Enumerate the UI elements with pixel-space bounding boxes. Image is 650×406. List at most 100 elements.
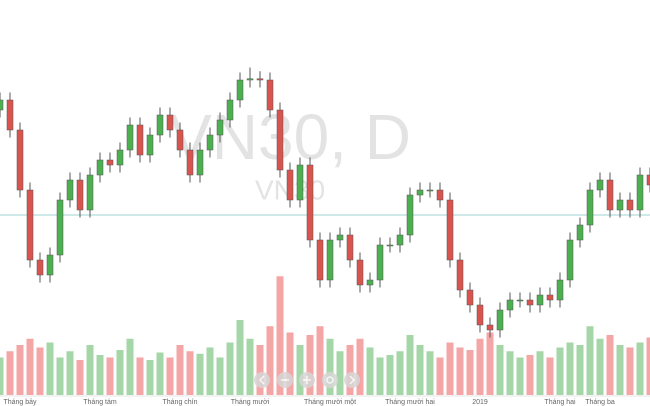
- candle-body: [196, 149, 204, 176]
- candle-body: [456, 259, 464, 291]
- candle-body: [396, 234, 404, 246]
- candle-body: [76, 179, 84, 211]
- volume-bar: [306, 335, 314, 395]
- candle-body: [86, 174, 94, 211]
- candle-body: [346, 234, 354, 261]
- volume-bar: [186, 351, 194, 395]
- candle-body: [546, 294, 554, 301]
- candle-body: [496, 309, 504, 331]
- candle-body: [66, 179, 74, 201]
- volume-bar: [536, 351, 544, 395]
- volume-bar: [16, 345, 24, 395]
- candle-body: [206, 134, 214, 151]
- x-tick-label: 2019: [472, 399, 488, 406]
- volume-bar: [616, 345, 624, 395]
- volume-bar: [416, 345, 424, 395]
- volume-bar: [216, 357, 224, 395]
- volume-bar: [356, 338, 364, 395]
- candle-body: [486, 324, 494, 331]
- volume-bar: [266, 326, 274, 395]
- volume-bar: [466, 350, 474, 395]
- volume-bar: [596, 338, 604, 395]
- volume-bar: [426, 351, 434, 395]
- candle-body: [176, 129, 184, 151]
- volume-bar: [456, 347, 464, 395]
- candle-body: [376, 244, 384, 281]
- candle-body: [586, 189, 594, 226]
- volume-bar: [556, 347, 564, 395]
- volume-bar: [486, 332, 494, 395]
- candle-body: [426, 189, 434, 192]
- volume-bar: [526, 355, 534, 395]
- volume-bar: [86, 345, 94, 395]
- watermark: VN30, D: [169, 101, 411, 173]
- candle-body: [46, 254, 54, 276]
- candle-body: [316, 239, 324, 281]
- candle-body: [126, 124, 134, 151]
- volume-bar: [126, 338, 134, 395]
- volume-bar: [636, 342, 644, 395]
- volume-bar: [146, 360, 154, 395]
- volume-bar: [286, 332, 294, 395]
- candle-body: [276, 109, 284, 171]
- volume-bar: [206, 347, 214, 395]
- volume-bar: [366, 347, 374, 395]
- candle-body: [566, 239, 574, 281]
- candle-body: [186, 149, 194, 176]
- candle-body: [136, 124, 144, 156]
- volume-bar: [516, 357, 524, 395]
- candle-body: [556, 279, 564, 301]
- candle-body: [296, 164, 304, 201]
- volume-bar: [496, 345, 504, 395]
- candle-body: [336, 234, 344, 241]
- volume-bar: [116, 350, 124, 395]
- candle-body: [506, 299, 514, 311]
- candle-body: [446, 199, 454, 261]
- navigation-buttons: [254, 372, 360, 388]
- candle-body: [406, 194, 414, 236]
- volume-bar: [236, 320, 244, 395]
- volume-bar: [336, 351, 344, 395]
- volume-bar: [346, 345, 354, 395]
- candle-body: [236, 79, 244, 101]
- candle-body: [36, 259, 44, 276]
- volume-bar: [276, 276, 284, 395]
- x-tick-label: Tháng tám: [83, 399, 117, 406]
- volume-bar: [446, 342, 454, 395]
- candle-body: [106, 159, 114, 166]
- button-icons: [258, 375, 356, 385]
- candle-body: [476, 304, 484, 326]
- candle-body: [436, 189, 444, 201]
- candle-body: [596, 179, 604, 191]
- x-tick-label: Tháng chín: [162, 399, 197, 406]
- candle-body: [286, 169, 294, 201]
- time-axis: Tháng bảy Tháng tám Tháng chín Tháng mười Th…: [3, 399, 614, 406]
- scroll-left-button[interactable]: [254, 372, 270, 388]
- scroll-right-button[interactable]: [344, 372, 360, 388]
- volume-bar: [96, 355, 104, 395]
- volume-bar: [56, 357, 64, 395]
- volume-bar: [256, 345, 264, 395]
- volume-bar: [546, 357, 554, 395]
- candle-body: [16, 129, 24, 191]
- candle-body: [646, 174, 650, 186]
- candle-body: [0, 99, 4, 111]
- x-tick-label: Tháng bảy: [3, 399, 37, 406]
- volume-bar: [226, 342, 234, 395]
- x-tick-label: Tháng mười một: [304, 399, 356, 406]
- candle-body: [386, 244, 394, 247]
- candle-body: [516, 299, 524, 302]
- volume-bar: [0, 357, 4, 395]
- plot: [0, 67, 650, 395]
- candle-body: [306, 164, 314, 241]
- volume-bar: [76, 360, 84, 395]
- reset-button[interactable]: [322, 372, 338, 388]
- volume-bar: [576, 345, 584, 395]
- candle-body: [326, 239, 334, 281]
- volume-bar: [156, 352, 164, 395]
- candle-body: [226, 99, 234, 121]
- candle-body: [146, 134, 154, 156]
- volume-bar: [566, 342, 574, 395]
- candle-body: [606, 179, 614, 211]
